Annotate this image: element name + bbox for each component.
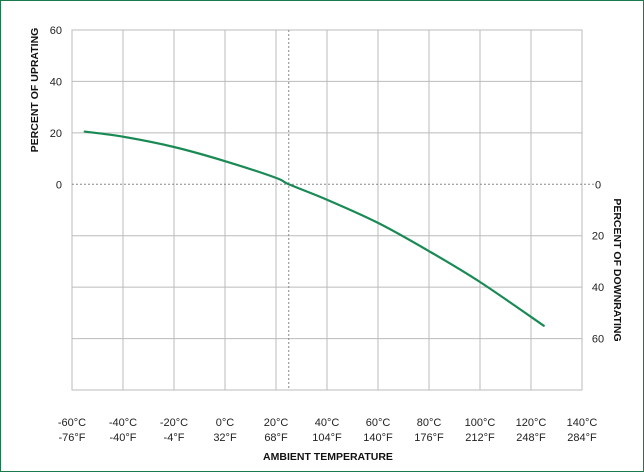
x-tick-label-fahrenheit: 284°F <box>567 432 597 444</box>
x-tick-label-fahrenheit: 212°F <box>465 432 495 444</box>
right-y-tick-label: 20 <box>592 231 604 243</box>
x-tick-label-fahrenheit: -40°F <box>109 432 136 444</box>
left-y-tick-label: 20 <box>50 128 62 140</box>
left-y-tick-labels: 60 40 20 0 <box>50 25 62 191</box>
right-y-tick-label: 0 <box>595 179 601 191</box>
x-tick-label-fahrenheit: -4°F <box>164 432 185 444</box>
right-y-tick-label: 60 <box>592 334 604 346</box>
grid-lines <box>71 29 594 391</box>
left-y-axis-title: PERCENT OF UPRATING <box>29 28 41 153</box>
rating-curve-line <box>83 130 545 327</box>
x-tick-label-celsius: 80°C <box>417 417 442 429</box>
x-tick-label-celsius: 120°C <box>516 417 547 429</box>
x-tick-label-fahrenheit: 68°F <box>264 432 288 444</box>
x-tick-label-fahrenheit: 104°F <box>312 432 342 444</box>
right-y-tick-label: 40 <box>592 282 604 294</box>
left-y-tick-label: 60 <box>50 25 62 37</box>
x-tick-label-fahrenheit: 140°F <box>363 432 393 444</box>
x-tick-label-celsius: -40°C <box>109 417 137 429</box>
x-tick-labels: -60°C -76°F -40°C -40°F -20°C -4°F 0°C 32°F 20°C… <box>58 417 598 444</box>
right-y-axis-title: PERCENT OF DOWNRATING <box>611 198 623 341</box>
left-y-tick-label: 40 <box>50 76 62 88</box>
x-tick-label-celsius: 100°C <box>465 417 496 429</box>
x-tick-label-celsius: 0°C <box>216 417 235 429</box>
x-tick-label-fahrenheit: 248°F <box>516 432 546 444</box>
x-tick-label-fahrenheit: -76°F <box>58 432 85 444</box>
x-tick-label-celsius: -20°C <box>160 417 188 429</box>
x-tick-label-celsius: 20°C <box>264 417 289 429</box>
x-tick-label-fahrenheit: 32°F <box>213 432 237 444</box>
rating-curve-series <box>83 130 545 327</box>
x-tick-label-celsius: 40°C <box>315 417 340 429</box>
x-axis-title: AMBIENT TEMPERATURE <box>263 451 393 463</box>
x-tick-label-fahrenheit: 176°F <box>414 432 444 444</box>
x-tick-label-celsius: 140°C <box>567 417 598 429</box>
x-tick-label-celsius: -60°C <box>58 417 86 429</box>
right-y-tick-labels: 0 20 40 60 <box>592 179 604 345</box>
x-tick-label-celsius: 60°C <box>366 417 391 429</box>
left-y-tick-label: 0 <box>56 179 62 191</box>
